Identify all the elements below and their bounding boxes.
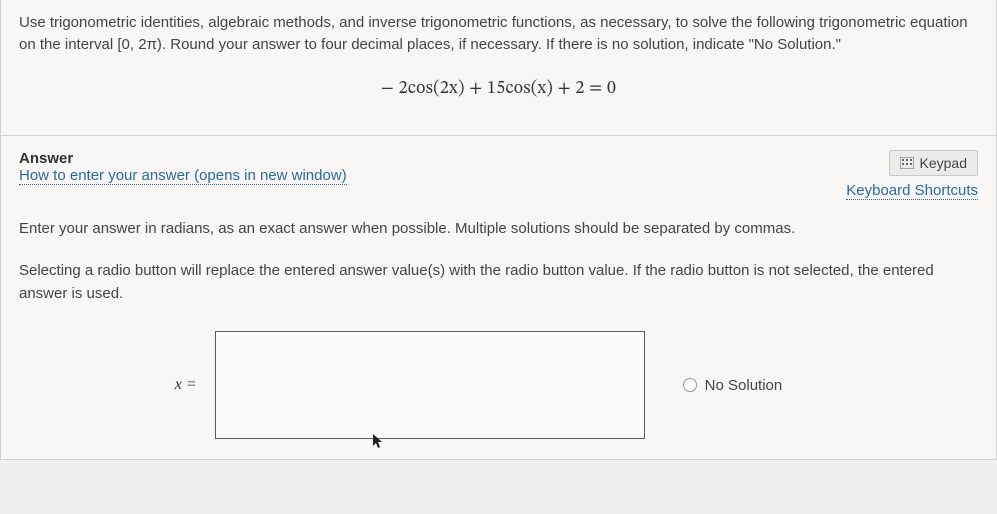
answer-header: Answer How to enter your answer (opens i… <box>19 150 978 200</box>
keypad-icon <box>900 157 914 169</box>
instruction-radians: Enter your answer in radians, as an exac… <box>19 218 978 241</box>
keypad-button[interactable]: Keypad <box>889 150 978 176</box>
x-equals-label: x = <box>175 376 197 394</box>
no-solution-label: No Solution <box>705 377 783 394</box>
answer-label: Answer <box>19 150 846 167</box>
radio-icon[interactable] <box>683 378 697 392</box>
answer-input[interactable] <box>215 331 645 439</box>
no-solution-option[interactable]: No Solution <box>683 377 783 394</box>
instruction-radio: Selecting a radio button will replace th… <box>19 260 978 305</box>
question-section: Use trigonometric identities, algebraic … <box>1 0 996 136</box>
equation: − 2cos(2x) + 15cos(x) + 2 = 0 <box>19 78 978 101</box>
keyboard-shortcuts-link[interactable]: Keyboard Shortcuts <box>846 182 978 200</box>
keypad-button-label: Keypad <box>920 155 967 171</box>
question-panel: Use trigonometric identities, algebraic … <box>0 0 997 460</box>
how-to-enter-link[interactable]: How to enter your answer (opens in new w… <box>19 167 347 185</box>
answer-section: Answer How to enter your answer (opens i… <box>1 136 996 460</box>
answer-header-left: Answer How to enter your answer (opens i… <box>19 150 846 185</box>
answer-header-right: Keypad Keyboard Shortcuts <box>846 150 978 200</box>
input-row: x = No Solution <box>19 331 978 439</box>
question-prompt: Use trigonometric identities, algebraic … <box>19 12 978 56</box>
